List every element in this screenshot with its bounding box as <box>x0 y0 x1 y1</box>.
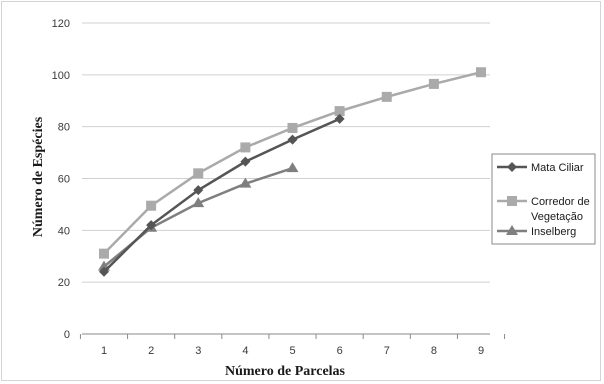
axes: 0 20 40 60 80 100 120 1 2 3 4 5 6 7 8 9 <box>52 18 506 357</box>
y-tick-label-120: 120 <box>52 18 70 30</box>
x-tick-label-2: 2 <box>148 345 154 357</box>
data-point-corredor-de-vegeta-o-8 <box>428 78 439 89</box>
legend: Mata Ciliar Corredor de Vegetação Inselberg <box>491 153 596 245</box>
legend-label-line-1: Corredor de <box>531 196 590 208</box>
series-corredor-de-vegeta-o <box>99 67 486 259</box>
data-point-mata-ciliar-1 <box>99 266 109 277</box>
x-tick-label-6: 6 <box>337 345 343 357</box>
x-tick-label-5: 5 <box>289 345 295 357</box>
data-point-mata-ciliar-6 <box>334 113 345 124</box>
data-point-mata-ciliar-2 <box>146 220 157 231</box>
data-point-inselberg-3 <box>192 197 205 208</box>
y-tick-label-40: 40 <box>58 225 70 237</box>
grid <box>82 22 490 283</box>
data-point-inselberg-4 <box>239 177 252 188</box>
data-point-corredor-de-vegeta-o-3 <box>193 168 204 179</box>
y-tick-label-100: 100 <box>52 70 70 82</box>
series-line-mata-ciliar <box>103 117 341 273</box>
data-point-corredor-de-vegeta-o-7 <box>381 91 392 102</box>
data-point-inselberg-5 <box>286 162 299 173</box>
data-point-corredor-de-vegeta-o-5 <box>287 122 298 133</box>
legend-marker-mata-ciliar <box>507 162 517 172</box>
data-point-mata-ciliar-5 <box>287 134 298 145</box>
series-line-inselberg <box>103 166 293 268</box>
data-point-corredor-de-vegeta-o-6 <box>334 106 345 117</box>
legend-label-corredor-de-vegeta-o: Corredor de Vegetação <box>531 196 590 223</box>
x-axis-title: Número de Parcelas <box>225 364 346 379</box>
x-tick-label-3: 3 <box>195 345 201 357</box>
legend-label-mata-ciliar: Mata Ciliar <box>531 162 584 174</box>
data-point-corredor-de-vegeta-o-4 <box>240 142 251 153</box>
series-group <box>98 67 486 277</box>
y-tick-label-0: 0 <box>64 329 70 341</box>
data-point-mata-ciliar-4 <box>240 156 251 167</box>
legend-label-inselberg: Inselberg <box>531 226 576 238</box>
x-tick-label-1: 1 <box>101 345 107 357</box>
legend-marker-corredor-de-vegeta-o <box>507 196 517 206</box>
x-tick-label-4: 4 <box>242 345 248 357</box>
x-tick-label-7: 7 <box>384 345 390 357</box>
legend-marker-inselberg <box>506 225 518 235</box>
legend-label-line-2: Vegetação <box>531 211 583 223</box>
series-mata-ciliar <box>99 113 345 277</box>
x-tick-label-8: 8 <box>431 345 437 357</box>
data-point-mata-ciliar-3 <box>193 185 204 196</box>
data-point-corredor-de-vegeta-o-1 <box>99 248 109 259</box>
y-tick-label-20: 20 <box>58 277 70 289</box>
y-axis-title: Número de Espécies <box>31 116 46 237</box>
x-tick-label-9: 9 <box>478 345 484 357</box>
y-tick-label-60: 60 <box>58 174 70 186</box>
y-tick-label-80: 80 <box>58 122 70 134</box>
data-point-corredor-de-vegeta-o-2 <box>146 200 157 211</box>
data-point-corredor-de-vegeta-o-9 <box>476 67 486 78</box>
